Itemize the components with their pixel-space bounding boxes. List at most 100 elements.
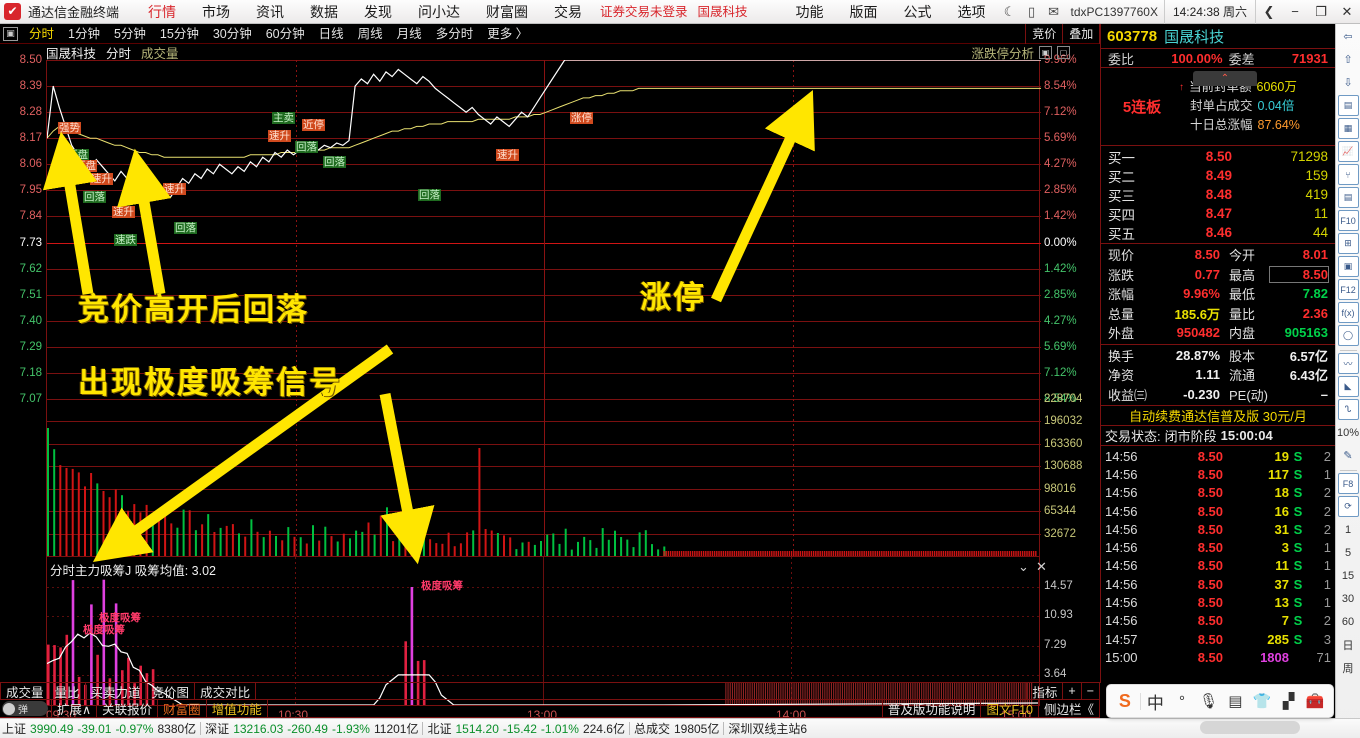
rail-period-week[interactable]: 周 — [1342, 662, 1354, 675]
up-arrow-icon[interactable]: ⇧ — [1343, 54, 1353, 66]
menu-item-jiaoyi[interactable]: 交易 — [554, 3, 583, 20]
bid-row[interactable]: 买五 8.46 44 — [1101, 223, 1335, 242]
candle-icon[interactable]: ⑂ — [1337, 164, 1359, 185]
menu-item-shuju[interactable]: 数据 — [310, 3, 339, 20]
period-weekly[interactable]: 周线 — [357, 26, 383, 41]
period-1min[interactable]: 1分钟 — [68, 26, 100, 41]
report-icon[interactable]: ▤ — [1337, 95, 1359, 116]
indicator-collapse-icon[interactable]: ⌄ — [1018, 559, 1029, 574]
zoom-in-button[interactable]: + — [1063, 683, 1082, 699]
close-button[interactable]: ✕ — [1341, 3, 1353, 19]
ime-search-box[interactable] — [1200, 721, 1300, 734]
subscription-ad[interactable]: 自动续费通达信普及版 30元/月 — [1101, 406, 1335, 426]
back-chevron-icon[interactable]: ❮ — [1263, 3, 1275, 19]
current-stock-tag[interactable]: 国晟科技 — [697, 4, 748, 19]
menu-item-xuanxiang[interactable]: 选项 — [957, 3, 986, 20]
ime-mode-icon[interactable]: 中 — [1146, 693, 1164, 713]
f10-icon[interactable]: F10 — [1337, 210, 1359, 231]
tool-diejia[interactable]: 叠加 — [1062, 23, 1099, 44]
restore-button[interactable]: ❐ — [1315, 3, 1327, 19]
grid-icon[interactable]: ▞ — [1282, 693, 1295, 710]
tab-liangbi[interactable]: 量比 — [50, 683, 86, 700]
period-daily[interactable]: 日线 — [318, 26, 344, 41]
formula-icon[interactable]: f(x) — [1337, 302, 1359, 323]
server-label[interactable]: 深圳双线主站6 — [728, 722, 808, 736]
period-more[interactable]: 更多 〉 — [487, 26, 529, 41]
table-icon[interactable]: ▦ — [1337, 118, 1359, 139]
help-link[interactable]: 普及版功能说明 — [881, 699, 982, 718]
period-30min[interactable]: 30分钟 — [212, 26, 252, 41]
expand-icon[interactable]: ▣ — [1039, 45, 1052, 59]
back-arrow-icon[interactable]: ⇦ — [1343, 31, 1353, 43]
area-icon[interactable]: ◣ — [1337, 376, 1359, 397]
menu-item-banmian[interactable]: 版面 — [849, 3, 878, 20]
indicator-close-icon[interactable]: ✕ — [1036, 559, 1047, 574]
rail-period-30[interactable]: 30 — [1341, 592, 1355, 605]
tab-maimailidao[interactable]: 买卖力道 — [86, 683, 147, 700]
line-chart-icon[interactable]: 📈 — [1337, 141, 1359, 162]
collapse-handle[interactable]: ⌃ — [1193, 71, 1257, 86]
book-icon[interactable]: ▣ — [1337, 256, 1359, 277]
rail-period-1[interactable]: 1 — [1344, 523, 1352, 536]
refresh-icon[interactable]: ⟳ — [1337, 496, 1359, 517]
f8-icon[interactable]: F8 — [1337, 473, 1359, 494]
tab-caifuquan[interactable]: 财富圈 — [158, 699, 207, 718]
moon-icon[interactable]: ☾ — [1003, 3, 1016, 19]
period-multi[interactable]: 多分时 — [435, 26, 474, 41]
tool-jingjia[interactable]: 竞价 — [1025, 23, 1062, 44]
mic-icon[interactable]: 🎙 — [1199, 693, 1219, 710]
rail-period-5[interactable]: 5 — [1344, 546, 1352, 559]
menu-item-hangqing[interactable]: 行情 — [148, 3, 177, 20]
rail-period-15[interactable]: 15 — [1341, 569, 1355, 582]
login-status-label[interactable]: 证券交易未登录 — [600, 4, 688, 19]
tick-list[interactable]: 14:56 8.50 19 S 2 14:56 8.50 117 S 1 14:… — [1101, 446, 1335, 667]
menu-item-wenxiaoda[interactable]: 问小达 — [418, 3, 461, 20]
pencil-icon[interactable]: ✎ — [1343, 450, 1353, 462]
period-15min[interactable]: 15分钟 — [159, 26, 199, 41]
rail-period-day[interactable]: 日 — [1342, 639, 1354, 652]
percent-icon[interactable]: 10% — [1336, 426, 1360, 439]
tab-kuozhan[interactable]: 扩展∧ — [51, 699, 98, 718]
f12-icon[interactable]: F12 — [1337, 279, 1359, 300]
menu-item-faxian[interactable]: 发现 — [364, 3, 393, 20]
mail-icon[interactable]: ✉ — [1048, 3, 1059, 19]
down-arrow-icon[interactable]: ⇩ — [1343, 77, 1353, 89]
keyboard-icon[interactable]: ▤ — [1228, 693, 1243, 710]
period-60min[interactable]: 60分钟 — [265, 26, 305, 41]
menu-item-gongshi[interactable]: 公式 — [903, 3, 932, 20]
menu-item-zixun[interactable]: 资讯 — [256, 3, 285, 20]
phone-icon[interactable]: ▯ — [1027, 3, 1036, 19]
indicator-icon[interactable]: ᔐ — [1337, 399, 1359, 420]
tool-icon[interactable]: 🧰 — [1305, 693, 1325, 710]
minimize-button[interactable]: − — [1291, 4, 1299, 19]
chart-area[interactable]: 国晟科技 分时 成交量 涨跌停分析 ▣ ▢ 8.50 8.39 8.28 8.17 8.… — [0, 43, 1100, 722]
bid-row[interactable]: 买一 8.50 71298 — [1101, 147, 1335, 166]
menu-item-gongneng[interactable]: 功能 — [795, 3, 824, 20]
indicator-plot[interactable] — [46, 556, 1040, 706]
tab-chengjiaoliang[interactable]: 成交量 — [0, 683, 50, 700]
wave-icon[interactable]: 〰 — [1337, 353, 1359, 374]
clothes-icon[interactable]: 👕 — [1252, 693, 1272, 710]
menu-item-shichang[interactable]: 市场 — [202, 3, 231, 20]
news-icon[interactable]: ▤ — [1337, 187, 1359, 208]
zoom-out-button[interactable]: − — [1082, 683, 1100, 699]
circle-icon[interactable]: ◯ — [1337, 325, 1359, 346]
rail-period-60[interactable]: 60 — [1341, 615, 1355, 628]
period-monthly[interactable]: 月线 — [396, 26, 422, 41]
volume-plot[interactable] — [46, 399, 1041, 556]
panel-layout-icon[interactable]: ▣ — [3, 26, 18, 41]
tab-zengzhigongneng[interactable]: 增值功能 — [207, 699, 268, 718]
window-icon[interactable]: ▢ — [1057, 45, 1070, 59]
period-fenshi[interactable]: 分时 — [29, 26, 55, 41]
bid-row[interactable]: 买二 8.49 159 — [1101, 166, 1335, 185]
sogou-logo-icon[interactable]: S — [1118, 690, 1131, 711]
ime-punctuation-icon[interactable]: ° — [1179, 692, 1185, 710]
indicator-button[interactable]: 指标 — [1026, 683, 1064, 700]
tab-guanlianbaojia[interactable]: 关联报价 — [97, 699, 159, 718]
limit-analysis-group[interactable]: 涨跌停分析 ▣ ▢ — [971, 43, 1070, 62]
tab-chengjiaoduibi[interactable]: 成交对比 — [195, 683, 257, 700]
period-5min[interactable]: 5分钟 — [113, 26, 146, 41]
tab-jingjiatu[interactable]: 竞价图 — [147, 683, 196, 700]
bid-row[interactable]: 买四 8.47 11 — [1101, 204, 1335, 223]
menu-item-caifuquan[interactable]: 财富圈 — [486, 3, 529, 20]
